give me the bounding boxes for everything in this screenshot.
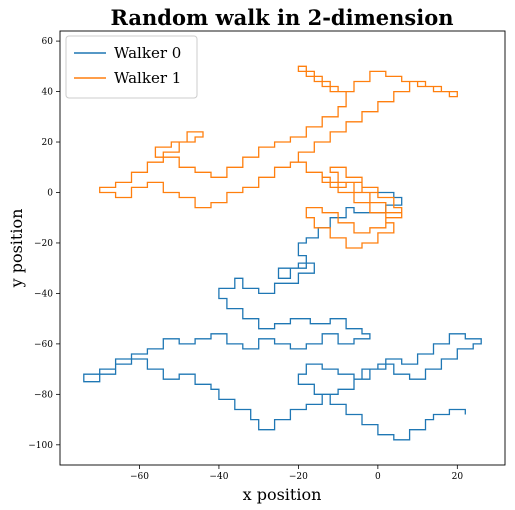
x-tick-label: −20 [289,472,308,482]
x-tick-label: 20 [452,472,464,482]
x-axis-label: x position [243,485,322,504]
plot-area [83,65,482,441]
x-axis-ticks: −60 −40 −20 0 20 [130,465,463,482]
y-axis-label: y position [7,209,26,289]
y-tick-label: 20 [42,138,54,148]
x-tick-label: −40 [209,472,228,482]
legend-label-walker-0: Walker 0 [114,44,181,62]
y-tick-label: −60 [34,340,53,350]
x-tick-label: 0 [375,472,381,482]
y-tick-label: −80 [34,390,53,400]
y-tick-label: 0 [47,188,53,198]
y-axis-ticks: −100 −80 −60 −40 −20 0 20 40 60 [28,37,60,451]
legend-label-walker-1: Walker 1 [114,69,181,87]
y-tick-label: −20 [34,239,53,249]
y-tick-label: −40 [34,289,53,299]
y-tick-label: 60 [42,37,54,47]
walker-1-path [99,65,458,249]
walker-0-path [83,191,482,441]
y-tick-label: 40 [42,88,54,98]
x-tick-label: −60 [130,472,149,482]
legend-box [65,35,198,99]
plot-frame [59,30,506,466]
chart-title: Random walk in 2-dimension [110,5,453,30]
legend: Walker 0 Walker 1 [65,35,198,99]
y-tick-label: −100 [28,441,53,451]
